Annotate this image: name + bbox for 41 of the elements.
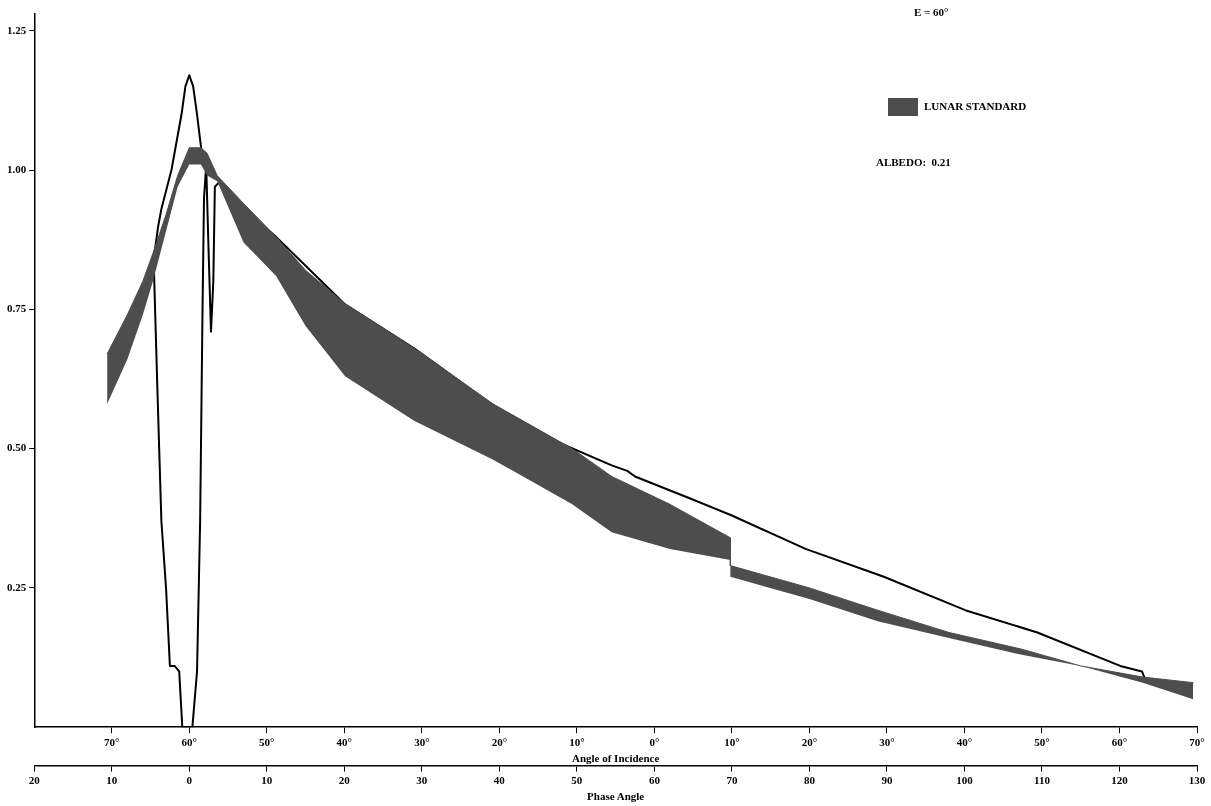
annotation: E = 60° bbox=[914, 6, 950, 18]
legend-label: LUNAR STANDARD bbox=[924, 99, 1027, 112]
x2-tick-label: 20° bbox=[491, 735, 508, 748]
x2-tick-label: 10° bbox=[569, 735, 585, 748]
y-tick-label: 0.50 bbox=[7, 441, 27, 454]
x2-axis-title: Angle of Incidence bbox=[571, 751, 660, 764]
x2-tick-label: 30° bbox=[414, 735, 430, 748]
x-tick-label: 130 bbox=[1188, 774, 1206, 787]
x-tick-label: 70 bbox=[726, 774, 738, 787]
y-tick-label: 0.75 bbox=[7, 302, 27, 315]
x-tick-label: 10 bbox=[261, 774, 273, 787]
x-tick-label: 40 bbox=[493, 774, 506, 787]
x2-tick-label: 60° bbox=[1111, 735, 1128, 748]
x2-tick-label: 50° bbox=[259, 735, 275, 748]
x2-tick-label: 30° bbox=[879, 735, 895, 748]
x2-tick-label: 40° bbox=[956, 735, 973, 748]
x-tick-label: 80 bbox=[803, 774, 816, 787]
x-tick-label: 10 bbox=[106, 774, 118, 787]
x-tick-label: 120 bbox=[1111, 774, 1129, 787]
x-axis-title: Phase Angle bbox=[587, 790, 645, 803]
y-tick-label: 0.25 bbox=[7, 580, 27, 593]
x-tick-label: 60 bbox=[648, 774, 661, 787]
annotation: ALBEDO: 0.21 bbox=[876, 156, 951, 168]
x2-tick-label: 10° bbox=[724, 735, 740, 748]
x-tick-label: 30 bbox=[416, 774, 428, 787]
x2-tick-label: 20° bbox=[801, 735, 818, 748]
x2-tick-label: 0° bbox=[649, 735, 660, 748]
x2-tick-label: 70° bbox=[104, 735, 120, 748]
x-tick-label: 90 bbox=[881, 774, 893, 787]
x-tick-label: 20 bbox=[28, 774, 41, 787]
x-tick-label: 100 bbox=[956, 774, 974, 787]
x2-tick-label: 70° bbox=[1189, 735, 1205, 748]
y-tick-label: 1.25 bbox=[7, 23, 27, 36]
x-tick-label: 110 bbox=[1034, 774, 1051, 787]
x2-tick-label: 40° bbox=[336, 735, 353, 748]
x2-tick-label: 50° bbox=[1034, 735, 1050, 748]
x-tick-label: 50 bbox=[571, 774, 583, 787]
x2-tick-label: 60° bbox=[181, 735, 197, 748]
y-tick-label: 1.00 bbox=[7, 162, 27, 175]
x-tick-label: 0 bbox=[186, 774, 193, 787]
x-tick-label: 20 bbox=[338, 774, 351, 787]
